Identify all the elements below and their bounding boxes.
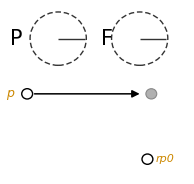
Circle shape (142, 154, 153, 164)
Text: P: P (10, 29, 22, 49)
Text: p: p (6, 87, 14, 100)
Circle shape (22, 89, 33, 99)
Text: F: F (101, 29, 113, 49)
Text: rp0: rp0 (155, 154, 174, 164)
Circle shape (146, 89, 157, 99)
